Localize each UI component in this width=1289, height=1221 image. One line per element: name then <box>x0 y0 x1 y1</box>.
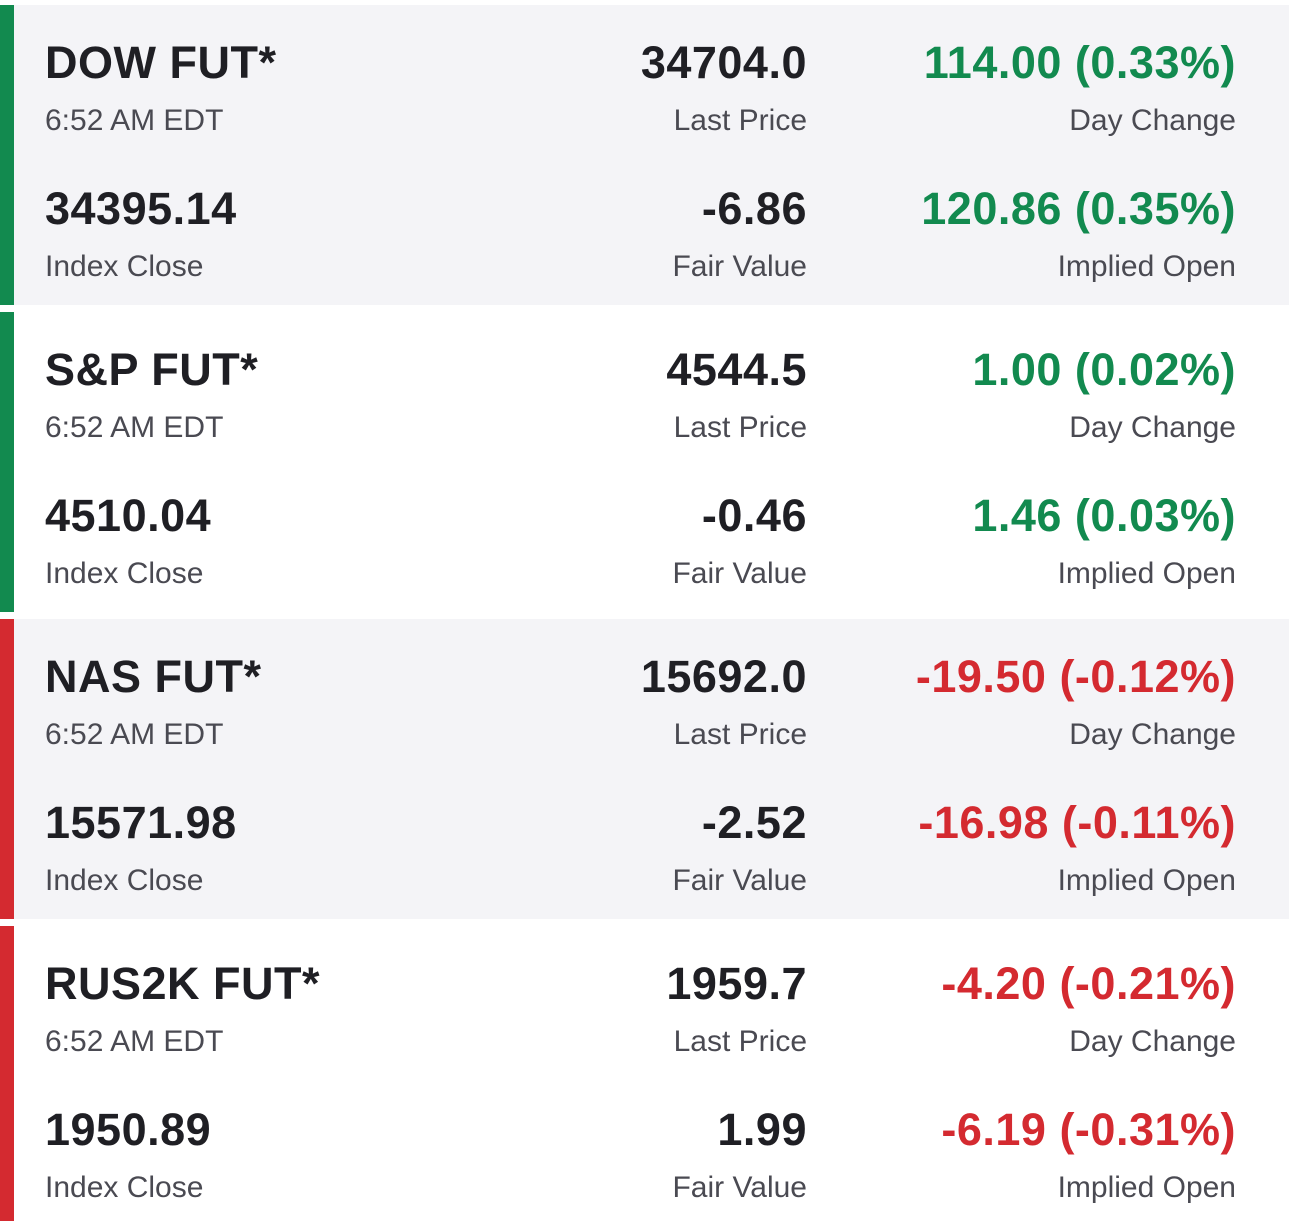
index-close-label: Index Close <box>45 250 204 283</box>
day-change-label: Day Change <box>1069 718 1236 751</box>
index-close-value: 1950.89 <box>45 1104 212 1155</box>
implied-open-value: -6.19 (-0.31%) <box>941 1104 1236 1155</box>
fair-value-value: 1.99 <box>717 1104 807 1155</box>
fair-value-value: -2.52 <box>701 797 807 848</box>
implied-open-label: Implied Open <box>1057 864 1236 897</box>
index-close-value: 34395.14 <box>45 183 237 234</box>
index-close-value: 15571.98 <box>45 797 237 848</box>
implied-open-value: -16.98 (-0.11%) <box>918 797 1236 848</box>
index-close-label: Index Close <box>45 1171 204 1204</box>
last-price-label: Last Price <box>673 104 807 137</box>
last-price-label: Last Price <box>673 1025 807 1058</box>
implied-open-label: Implied Open <box>1057 250 1236 283</box>
future-card-sp[interactable]: S&P FUT* 6:52 AM EDT 4544.5 Last Price 1… <box>0 312 1289 612</box>
future-card-nas[interactable]: NAS FUT* 6:52 AM EDT 15692.0 Last Price … <box>0 619 1289 919</box>
fair-value-label: Fair Value <box>672 1171 807 1204</box>
update-time: 6:52 AM EDT <box>45 1025 224 1058</box>
last-price-label: Last Price <box>673 411 807 444</box>
last-price-value: 1959.7 <box>666 958 807 1009</box>
fair-value-value: -0.46 <box>701 490 807 541</box>
day-change-label: Day Change <box>1069 104 1236 137</box>
update-time: 6:52 AM EDT <box>45 718 224 751</box>
day-change-value: 114.00 (0.33%) <box>923 37 1236 88</box>
update-time: 6:52 AM EDT <box>45 411 224 444</box>
direction-indicator-bar <box>0 619 14 919</box>
last-price-value: 15692.0 <box>640 651 807 702</box>
last-price-value: 34704.0 <box>640 37 807 88</box>
future-card-dow[interactable]: DOW FUT* 6:52 AM EDT 34704.0 Last Price … <box>0 5 1289 305</box>
implied-open-label: Implied Open <box>1057 557 1236 590</box>
fair-value-label: Fair Value <box>672 250 807 283</box>
direction-indicator-bar <box>0 312 14 612</box>
index-close-label: Index Close <box>45 557 204 590</box>
index-close-label: Index Close <box>45 864 204 897</box>
future-name: RUS2K FUT* <box>45 958 321 1009</box>
day-change-value: 1.00 (0.02%) <box>972 344 1236 395</box>
implied-open-value: 120.86 (0.35%) <box>921 183 1236 234</box>
day-change-label: Day Change <box>1069 411 1236 444</box>
last-price-value: 4544.5 <box>666 344 807 395</box>
fair-value-label: Fair Value <box>672 864 807 897</box>
direction-indicator-bar <box>0 5 14 305</box>
day-change-label: Day Change <box>1069 1025 1236 1058</box>
index-close-value: 4510.04 <box>45 490 212 541</box>
direction-indicator-bar <box>0 926 14 1221</box>
future-card-rus2k[interactable]: RUS2K FUT* 6:52 AM EDT 1959.7 Last Price… <box>0 926 1289 1221</box>
fair-value-label: Fair Value <box>672 557 807 590</box>
future-name: NAS FUT* <box>45 651 262 702</box>
day-change-value: -4.20 (-0.21%) <box>941 958 1236 1009</box>
implied-open-label: Implied Open <box>1057 1171 1236 1204</box>
update-time: 6:52 AM EDT <box>45 104 224 137</box>
fair-value-value: -6.86 <box>701 183 807 234</box>
future-name: S&P FUT* <box>45 344 259 395</box>
future-name: DOW FUT* <box>45 37 277 88</box>
implied-open-value: 1.46 (0.03%) <box>972 490 1236 541</box>
last-price-label: Last Price <box>673 718 807 751</box>
day-change-value: -19.50 (-0.12%) <box>915 651 1236 702</box>
